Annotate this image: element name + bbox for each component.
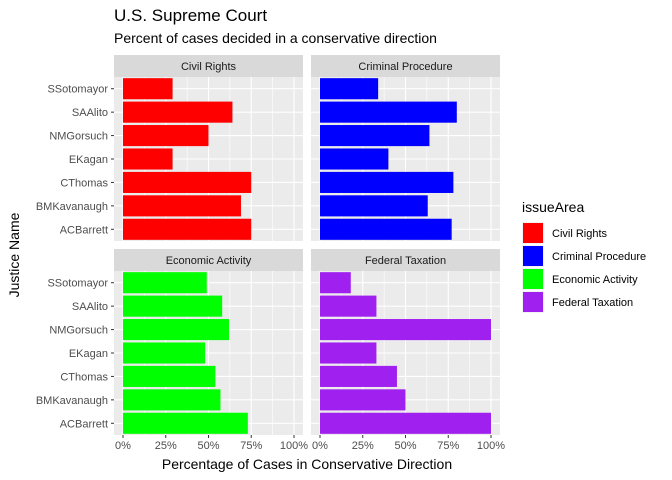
bar-economic-activity-nmgorsuch [123,319,230,341]
bar-federal-taxation-saalito [320,295,377,317]
facet-strip-label: Federal Taxation [365,255,446,267]
legend-label: Economic Activity [552,274,638,286]
legend-item-federal-taxation: Federal Taxation [522,291,633,313]
y-tick-label: CThomas [60,371,108,383]
legend-label: Criminal Procedure [552,251,646,263]
bar-criminal-procedure-bmkavanaugh [320,195,428,217]
facet-strip-label: Civil Rights [181,61,237,73]
bar-economic-activity-ssotomayor [123,272,207,294]
x-tick-label: 25% [352,440,374,452]
facet-strip-label: Criminal Procedure [358,61,452,73]
legend-swatch [523,223,543,243]
facet-panel-federal-taxation: Federal Taxation 0% 25% 50% 75% 100% [311,249,505,452]
facet-panel-criminal-procedure: Criminal Procedure [311,55,500,241]
x-tick-label: 0% [312,440,328,452]
bar-civil-rights-acbarrett [123,218,252,240]
x-tick-label: 50% [394,440,416,452]
facet-strip [114,249,303,271]
facet-strip-label: Economic Activity [166,255,252,267]
legend-swatch [523,292,543,312]
bar-criminal-procedure-saalito [320,101,457,123]
bar-federal-taxation-nmgorsuch [320,319,491,341]
facet-panel-economic-activity: Economic Activity SSotomayor SAAlito NMGors… [36,249,308,452]
y-tick-label: SAAlito [72,107,108,119]
bar-criminal-procedure-cthomas [320,171,454,193]
bar-criminal-procedure-ekagan [320,148,389,170]
y-tick-label: SSotomayor [47,84,108,96]
bar-economic-activity-acbarrett [123,412,248,434]
y-tick-label: NMGorsuch [49,131,108,143]
bar-criminal-procedure-ssotomayor [320,78,379,100]
x-tick-label: 25% [155,440,177,452]
bar-economic-activity-bmkavanaugh [123,389,221,411]
legend-title: issueArea [522,199,584,215]
x-tick-label: 75% [437,440,459,452]
y-tick-label: SAAlito [72,301,108,313]
legend-label: Civil Rights [552,228,608,240]
bar-civil-rights-ssotomayor [123,78,173,100]
legend-item-criminal-procedure: Criminal Procedure [522,245,646,267]
x-tick-label: 0% [115,440,131,452]
y-tick-label: ACBarrett [60,224,108,236]
chart-title: U.S. Supreme Court [114,6,267,25]
bar-civil-rights-saalito [123,101,233,123]
bar-criminal-procedure-nmgorsuch [320,125,430,147]
legend-swatch [523,269,543,289]
facet-panels: Civil Rights SSotomayor SAAlito NMGorsuch EK… [36,55,505,452]
bar-civil-rights-nmgorsuch [123,125,209,147]
bar-federal-taxation-bmkavanaugh [320,389,406,411]
y-axis-title: Justice Name [6,212,22,297]
y-tick-label: EKagan [69,154,108,166]
bar-federal-taxation-cthomas [320,365,397,387]
bar-civil-rights-ekagan [123,148,173,170]
facet-strip [311,249,500,271]
bar-federal-taxation-ekagan [320,342,377,364]
x-tick-label: 100% [477,440,505,452]
bar-economic-activity-cthomas [123,365,216,387]
x-tick-label: 100% [280,440,308,452]
bar-economic-activity-ekagan [123,342,206,364]
x-axis-title: Percentage of Cases in Conservative Dire… [162,456,452,472]
y-tick-label: BMKavanaugh [36,395,108,407]
legend-item-economic-activity: Economic Activity [522,268,638,290]
bar-criminal-procedure-acbarrett [320,218,452,240]
y-tick-label: SSotomayor [47,278,108,290]
facet-panel-civil-rights: Civil Rights SSotomayor SAAlito NMGorsuch EK… [36,55,303,241]
bar-federal-taxation-ssotomayor [320,272,351,294]
legend: issueArea Civil Rights Criminal Procedure… [522,199,646,313]
bar-civil-rights-cthomas [123,171,252,193]
facet-strip [311,55,500,77]
legend-item-civil-rights: Civil Rights [522,222,608,244]
legend-swatch [523,246,543,266]
x-tick-label: 75% [240,440,262,452]
bar-civil-rights-bmkavanaugh [123,195,241,217]
y-tick-label: NMGorsuch [49,325,108,337]
y-tick-label: EKagan [69,348,108,360]
legend-label: Federal Taxation [552,297,633,309]
facet-strip [114,55,303,77]
y-tick-label: BMKavanaugh [36,201,108,213]
chart-subtitle: Percent of cases decided in a conservati… [114,30,437,46]
y-tick-label: ACBarrett [60,418,108,430]
y-tick-label: CThomas [60,177,108,189]
bar-economic-activity-saalito [123,295,223,317]
bar-federal-taxation-acbarrett [320,412,491,434]
x-tick-label: 50% [197,440,219,452]
